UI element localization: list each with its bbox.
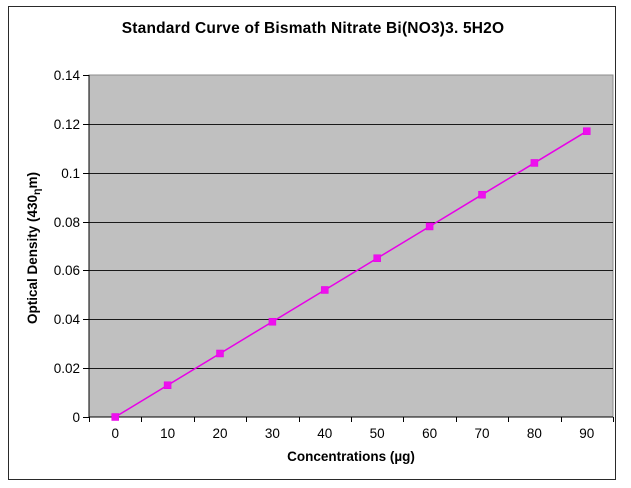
data-point-marker (478, 190, 486, 199)
plot-area (88, 74, 614, 418)
y-tick-label: 0.08 (54, 215, 80, 230)
x-tick-label: 60 (422, 426, 437, 441)
data-point-marker (425, 222, 434, 231)
y-tick-label: 0.12 (54, 117, 80, 132)
x-axis-title: Concentrations (µg) (287, 449, 415, 464)
y-tick-label: 0.04 (54, 312, 81, 327)
chart-title: Standard Curve of Bismath Nitrate Bi(NO3… (121, 20, 505, 37)
x-tick-label: 20 (212, 426, 227, 441)
data-point-marker (373, 254, 381, 262)
data-point-marker (216, 349, 224, 358)
y-axis-title-subscript: η (31, 188, 43, 195)
y-tick-label: 0 (72, 410, 80, 425)
data-point-marker (321, 286, 329, 294)
y-tick-label: 0.1 (61, 166, 80, 181)
x-tick-label: 80 (527, 426, 542, 441)
y-tick-label: 0.14 (54, 68, 81, 83)
y-axis-title: Optical Density (430ηm) (25, 77, 43, 419)
y-tick-label: 0.06 (54, 263, 80, 278)
y-axis-title-text: Optical Density (430 (25, 194, 40, 324)
y-tick-label: 0.02 (54, 361, 80, 376)
data-point-marker (530, 159, 539, 167)
data-point-marker (163, 381, 172, 389)
x-tick-label: 50 (370, 426, 385, 441)
x-tick-label: 30 (265, 426, 280, 441)
x-tick-label: 90 (579, 426, 594, 441)
data-point-marker (583, 127, 591, 135)
x-tick-label: 40 (317, 426, 332, 441)
series-line (114, 130, 588, 418)
data-point-marker (268, 317, 277, 326)
x-tick-label: 0 (111, 426, 119, 441)
x-tick-label: 10 (160, 426, 175, 441)
data-point-marker (111, 413, 119, 421)
x-tick-label: 70 (474, 426, 489, 441)
y-axis-title-suffix: m) (25, 172, 40, 189)
